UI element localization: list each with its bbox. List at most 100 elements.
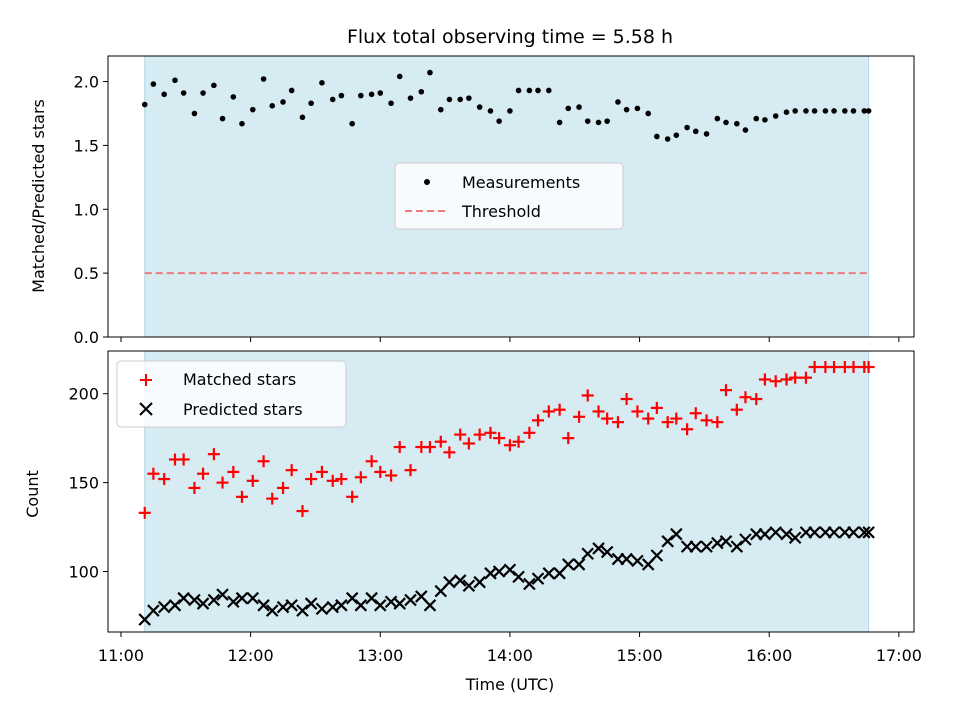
x-axis-label: Time (UTC) [465,675,554,694]
predicted-star-point [157,600,171,614]
x-tick-label: 15:00 [617,646,663,665]
predicted-star-stroke [531,572,545,585]
predicted-star-stroke [862,526,875,539]
measurement-point [515,87,522,94]
predicted-star-point [862,526,875,539]
matched-star-point [730,403,743,416]
predicted-star-point [335,599,348,612]
matched-star-point [789,371,802,384]
predicted-star-stroke [711,536,724,550]
predicted-star-stroke [285,599,298,612]
measurement-point [645,110,652,117]
matched-star-point [188,481,201,494]
predicted-star-stroke [847,526,860,539]
legend-measurements-label: Measurements [462,173,580,192]
predicted-star-stroke [492,565,506,578]
y-tick-label: 1.5 [74,136,99,155]
matched-star-point [581,389,594,402]
measurement-point [496,118,502,124]
predicted-star-stroke [503,563,517,577]
measurement-point [714,115,721,122]
matched-star-point [462,437,475,450]
predicted-star-point [404,593,417,607]
matched-star-point [739,391,752,404]
predicted-star-stroke [592,542,605,555]
predicted-star-point [739,533,752,546]
measurement-point [288,87,295,94]
predicted-star-point [858,526,871,539]
matched-star-point [385,469,398,482]
predicted-star-stroke [196,597,210,610]
legend-measurements-marker [424,179,430,185]
matched-star-point [661,416,674,429]
bottom-x-ticks: 11:00 12:00 13:00 14:00 15:00 16:00 17:00 [98,632,922,665]
predicted-star-point [177,591,190,605]
measurement-point [219,115,226,122]
predicted-star-point [453,574,467,587]
matched-star-point [296,505,309,518]
predicted-star-stroke [443,575,456,589]
predicted-star-stroke [216,588,229,601]
bottom-axes-frame [107,350,915,633]
measurement-point [692,128,699,135]
predicted-star-point [473,575,486,589]
matched-star-point [650,401,663,414]
predicted-star-stroke [620,552,633,566]
matched-star-point [404,464,417,477]
bottom-legend-box [116,360,347,428]
measurement-point [742,127,749,133]
predicted-star-stroke [404,593,417,607]
predicted-star-stroke [276,600,290,614]
predicted-star-stroke [858,526,871,539]
measurement-point [239,120,245,127]
legend-matched-marker [140,374,152,386]
measurement-point [269,103,276,109]
predicted-star-stroke [581,547,594,561]
matched-star-point [158,473,171,486]
measurement-point [623,106,630,113]
measurement-point [865,108,872,114]
y-tick-label: 0.0 [74,328,99,347]
matched-star-point [346,490,359,503]
measurement-point [230,94,237,100]
measurement-point [762,117,768,123]
matched-star-point [808,361,821,374]
matched-star-point [670,412,683,425]
matched-star-point [443,446,456,459]
bottom-panel: 100 150 200 11:00 12:00 13:00 14:00 15:00 16:00… [23,350,922,694]
matched-star-point [207,448,220,461]
measurement-point [191,110,198,117]
measurement-point [576,104,582,110]
predicted-star-stroke [670,527,683,541]
measurement-point [615,99,621,105]
matched-star-point [503,439,516,452]
measurement-point [141,101,148,108]
matched-star-point [354,471,367,484]
predicted-star-point [246,591,260,605]
predicted-star-stroke [719,535,733,548]
predicted-star-point [631,554,644,568]
predicted-star-point [808,526,821,539]
predicted-star-point [492,565,506,578]
matched-star-point [862,361,875,374]
matched-stars-points [138,361,875,519]
predicted-star-stroke [572,558,586,571]
predicted-star-point [523,577,536,591]
measurement-point [200,90,206,96]
x-tick-label: 11:00 [98,646,144,665]
measurement-point [565,105,572,112]
measurement-point [753,115,760,122]
predicted-star-point [700,540,713,553]
predicted-star-stroke [188,593,201,607]
matched-star-point [197,467,210,480]
matched-star-point [681,423,694,436]
measurement-point [783,109,790,115]
predicted-star-point [581,547,594,561]
measurement-point [634,105,641,112]
measurement-point [457,96,464,103]
measurement-point [466,95,472,101]
measurement-point [437,106,444,113]
measurement-point [427,69,433,76]
predicted-star-stroke [808,526,821,539]
